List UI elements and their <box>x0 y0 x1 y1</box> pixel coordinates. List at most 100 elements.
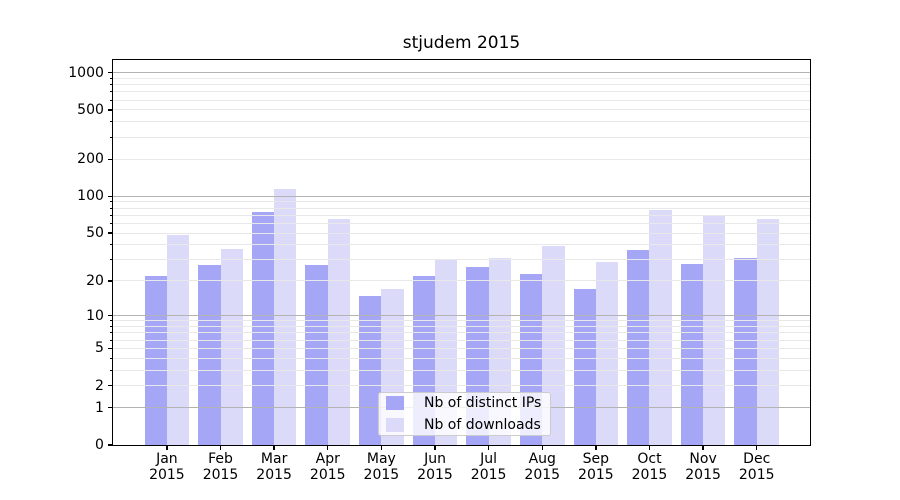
gridline-minor-600 <box>113 99 810 101</box>
y-tick-100 <box>107 195 112 197</box>
y-tick-10 <box>107 315 112 317</box>
y-tick-label-2: 2 <box>94 377 104 394</box>
y-minor-tick-40 <box>109 244 112 246</box>
gridline-major-10 <box>113 315 810 317</box>
bar-nov-distinct-ips <box>680 263 704 445</box>
x-tick-label-year: 2015 <box>256 467 292 484</box>
y-tick-500 <box>107 109 112 111</box>
x-tick-may <box>380 446 383 451</box>
x-tick-label-month: May <box>366 451 396 467</box>
gridline-minor-70 <box>113 214 810 216</box>
x-tick-label-may: May 2015 <box>341 451 421 484</box>
gridline-minor-20 <box>113 280 810 282</box>
bar-mar-downloads <box>274 188 297 445</box>
legend-swatch-distinct-ips <box>386 396 404 410</box>
gridline-minor-700 <box>113 91 810 93</box>
chart-title: stjudem 2015 <box>402 33 521 53</box>
gridline-minor-5 <box>113 347 810 349</box>
x-tick-label-month: Jun <box>424 451 446 467</box>
x-tick-label-month: Jul <box>480 451 498 467</box>
gridline-minor-9 <box>113 320 810 322</box>
y-minor-tick-30 <box>109 259 112 261</box>
gridline-minor-80 <box>113 207 810 209</box>
gridline-minor-2 <box>113 385 810 387</box>
y-tick-label-100: 100 <box>77 188 104 205</box>
x-tick-jan <box>166 446 168 451</box>
spine-bottom <box>111 445 812 447</box>
x-tick-label-year: 2015 <box>363 467 400 484</box>
y-minor-tick-70 <box>109 214 112 216</box>
bar-apr-downloads <box>327 219 351 445</box>
gridline-minor-90 <box>113 201 810 203</box>
y-tick-label-5: 5 <box>94 340 104 357</box>
y-tick-label-0: 0 <box>94 437 104 453</box>
x-tick-aug <box>541 446 543 451</box>
x-tick-label-month: Sep <box>582 451 610 467</box>
x-tick-nov <box>702 446 704 451</box>
legend-label-downloads: Nb of downloads <box>424 417 541 433</box>
y-tick-5 <box>107 347 112 350</box>
x-tick-jul <box>487 446 490 451</box>
gridline-minor-500 <box>113 109 810 111</box>
bar-sep-downloads <box>595 261 619 445</box>
x-tick-label-year: 2015 <box>202 467 239 484</box>
y-minor-tick-6 <box>109 339 112 341</box>
y-tick-200 <box>107 158 112 160</box>
bar-mar-distinct-ips <box>251 212 275 445</box>
x-tick-label-jul: Jul 2015 <box>449 451 529 484</box>
y-tick-label-10: 10 <box>86 307 104 324</box>
x-tick-label-month: Jan <box>156 451 178 467</box>
x-tick-label-mar: Mar 2015 <box>234 451 314 484</box>
gridline-minor-40 <box>113 244 810 246</box>
bar-apr-distinct-ips <box>305 265 328 445</box>
x-tick-label-feb: Feb 2015 <box>181 451 261 484</box>
x-tick-label-sep: Sep 2015 <box>556 451 636 484</box>
x-tick-label-oct: Oct 2015 <box>609 451 689 484</box>
x-tick-label-year: 2015 <box>631 467 668 484</box>
y-minor-tick-600 <box>109 99 112 101</box>
y-tick-1 <box>107 406 112 409</box>
gridline-minor-400 <box>113 121 810 123</box>
spine-top <box>111 58 812 60</box>
gridline-major-1000 <box>113 72 810 74</box>
gridline-minor-200 <box>113 158 810 160</box>
y-tick-label-20: 20 <box>86 272 104 289</box>
y-minor-tick-700 <box>109 91 112 93</box>
x-tick-label-year: 2015 <box>417 467 453 484</box>
spine-left <box>111 58 114 447</box>
x-tick-label-year: 2015 <box>149 467 185 484</box>
y-tick-label-1: 1 <box>94 399 104 416</box>
x-tick-label-year: 2015 <box>309 467 346 484</box>
x-tick-label-apr: Apr 2015 <box>288 451 368 484</box>
gridline-minor-900 <box>113 77 810 79</box>
x-tick-sep <box>595 446 597 451</box>
bar-oct-distinct-ips <box>627 250 650 445</box>
legend-item-downloads: Nb of downloads <box>386 418 543 432</box>
y-minor-tick-8 <box>109 326 112 328</box>
x-tick-label-month: Oct <box>637 451 662 467</box>
legend-swatch-downloads <box>386 418 404 432</box>
y-minor-tick-9 <box>109 320 112 322</box>
bar-feb-distinct-ips <box>198 265 221 445</box>
bar-nov-downloads <box>703 215 726 445</box>
gridline-minor-8 <box>113 326 810 328</box>
legend: Nb of distinct IPs Nb of downloads <box>378 392 551 436</box>
y-minor-tick-7 <box>109 332 112 334</box>
y-tick-label-1000: 1000 <box>68 64 104 81</box>
x-tick-label-year: 2015 <box>738 467 775 484</box>
x-tick-dec <box>756 446 758 451</box>
x-tick-label-year: 2015 <box>524 467 561 484</box>
gridline-major-100 <box>113 195 810 197</box>
y-minor-tick-300 <box>109 136 112 138</box>
x-tick-label-month: Aug <box>528 451 556 467</box>
x-tick-label-year: 2015 <box>470 467 507 484</box>
y-minor-tick-3 <box>109 369 112 371</box>
bar-jan-distinct-ips <box>144 276 167 445</box>
spine-right <box>809 58 812 447</box>
x-tick-mar <box>273 446 275 451</box>
y-tick-label-50: 50 <box>86 225 104 242</box>
y-minor-tick-800 <box>109 84 112 86</box>
x-tick-label-jun: Jun 2015 <box>395 451 475 484</box>
